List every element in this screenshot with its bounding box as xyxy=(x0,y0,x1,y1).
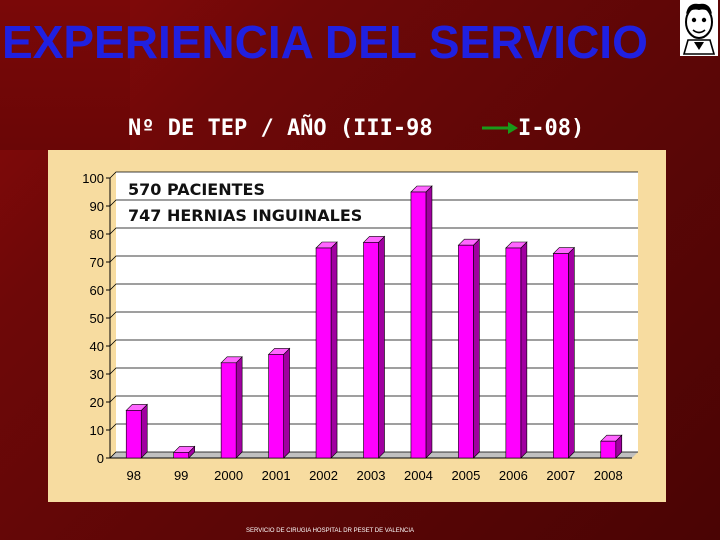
bar xyxy=(362,235,386,459)
y-tick-label: 70 xyxy=(90,255,104,270)
bar xyxy=(457,238,481,459)
right-arrow-icon xyxy=(482,122,518,134)
x-tick-label: 98 xyxy=(126,468,140,483)
annotation-label: 570 PACIENTES xyxy=(128,180,265,199)
y-tick-label: 90 xyxy=(90,199,104,214)
y-tick-label: 60 xyxy=(90,283,104,298)
cartoon-face-logo-icon xyxy=(680,0,718,56)
bar-chart: 0 10 20 30 40 50 60 70 80 90 100 98 99 2000 2001 2002 20… xyxy=(82,171,638,483)
bar xyxy=(172,445,196,459)
x-tick-label: 2001 xyxy=(262,468,291,483)
gridline xyxy=(109,199,638,207)
background-shade xyxy=(0,0,130,150)
footer-credit: SERVICIO DE CIRUGIA HOSPITAL DR PESET DE… xyxy=(246,528,415,534)
x-tick-label: 2004 xyxy=(404,468,433,483)
y-tick-label: 20 xyxy=(90,395,104,410)
bar xyxy=(505,241,528,459)
x-tick-label: 2002 xyxy=(309,468,338,483)
bar xyxy=(552,246,576,459)
annotation-label: 747 HERNIAS INGUINALES xyxy=(128,206,362,225)
bar xyxy=(220,356,243,459)
y-tick-label: 40 xyxy=(90,339,104,354)
chart-panel: 0 10 20 30 40 50 60 70 80 90 100 98 99 2000 2001 2002 20… xyxy=(48,150,666,502)
bar xyxy=(410,185,433,459)
y-tick-label: 50 xyxy=(90,311,104,326)
bar xyxy=(315,241,338,459)
y-tick-label: 80 xyxy=(90,227,104,242)
chart-subtitle-left: Nº DE TEP / AÑO (III-98 xyxy=(128,116,433,141)
x-tick-label: 2006 xyxy=(499,468,528,483)
x-tick-label: 2000 xyxy=(214,468,243,483)
x-tick-label: 2007 xyxy=(546,468,575,483)
y-tick-label: 30 xyxy=(90,367,104,382)
bar xyxy=(267,347,291,459)
slide-title: EXPERIENCIA DEL SERVICIO xyxy=(2,16,648,68)
bar xyxy=(600,434,623,459)
y-tick-label: 10 xyxy=(90,423,104,438)
x-tick-label: 2003 xyxy=(357,468,386,483)
x-tick-label: 2008 xyxy=(594,468,623,483)
x-tick-label: 99 xyxy=(174,468,188,483)
chart-subtitle-right: I-08) xyxy=(518,116,585,141)
y-tick-label: 100 xyxy=(82,171,104,186)
y-tick-label: 0 xyxy=(97,451,104,466)
gridline xyxy=(109,171,638,179)
x-tick-label: 2005 xyxy=(451,468,480,483)
bar xyxy=(125,403,148,459)
gridline xyxy=(109,227,638,235)
